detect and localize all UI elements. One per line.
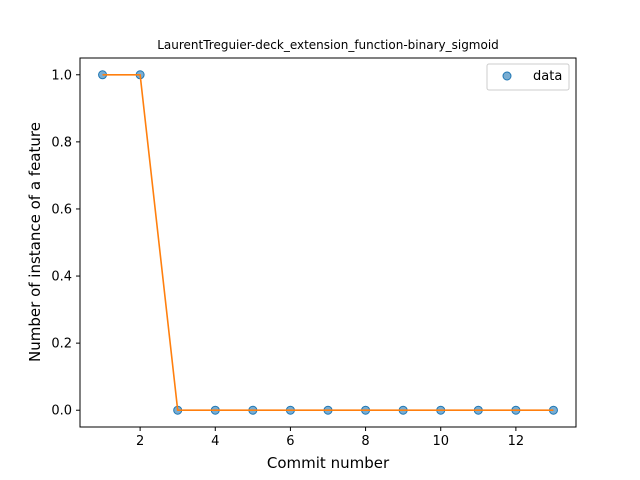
x-axis-title: Commit number <box>267 454 390 472</box>
legend: data <box>486 63 570 91</box>
x-tick-label: 8 <box>361 434 369 449</box>
y-tick-label: 1.0 <box>51 68 72 83</box>
x-tick-label: 2 <box>136 434 144 449</box>
y-tick-label: 0.6 <box>51 202 72 217</box>
axes-frame <box>79 57 577 428</box>
legend-marker-data <box>502 71 512 81</box>
legend-box <box>486 63 570 91</box>
y-tick-label: 0.2 <box>51 337 72 352</box>
x-tick-label: 6 <box>286 434 294 449</box>
legend-label-data: data <box>533 69 562 84</box>
y-axis-title: Number of instance of a feature <box>26 122 44 362</box>
y-tick-label: 0.4 <box>51 270 72 285</box>
y-tick-label: 0.8 <box>51 135 72 150</box>
plot-area: 2 4 6 8 10 12 0.0 0.2 0.4 0.6 0.8 1.0 <box>51 57 577 449</box>
y-tick-label: 0.0 <box>51 404 72 419</box>
fit-line <box>102 73 554 412</box>
x-tick-label: 12 <box>508 434 525 449</box>
chart-title: LaurentTreguier-deck_extension_function-… <box>157 38 499 52</box>
x-tick-label: 4 <box>211 434 219 449</box>
x-tick-label: 10 <box>432 434 449 449</box>
